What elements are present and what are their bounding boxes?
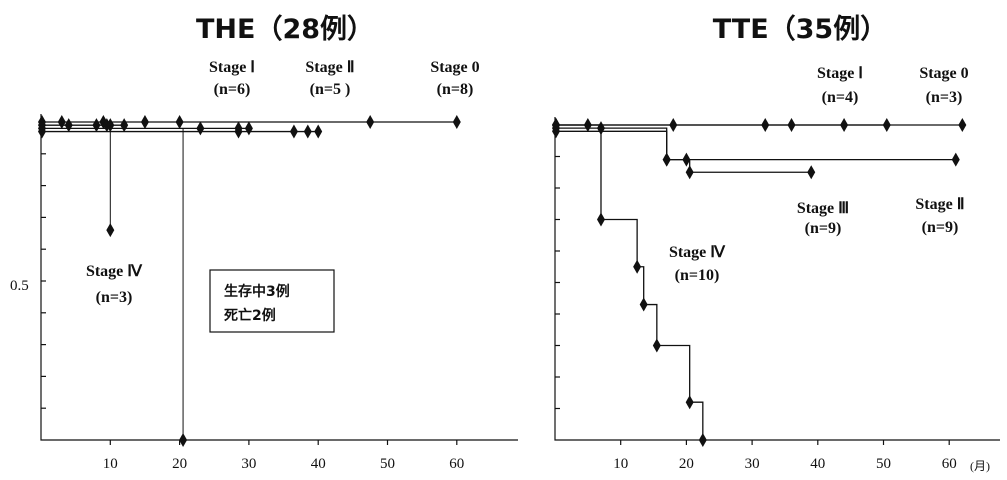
right-x-tick-label-20: 20 <box>679 456 694 472</box>
left-chart-title: THE（28例） <box>196 14 374 45</box>
left-series-1-point <box>303 124 312 139</box>
left-x-tick-label-10: 10 <box>103 456 118 472</box>
right-series-1-point <box>958 118 967 132</box>
right-series-2-line <box>555 127 812 173</box>
right-x-unit-label: (月) <box>970 459 990 473</box>
left-series-2-point <box>140 115 149 129</box>
right-series-4-point <box>639 297 648 312</box>
left-x-tick-label-40: 40 <box>311 456 326 472</box>
left-series-1-point <box>234 124 243 139</box>
right-series-3-line <box>555 130 956 161</box>
left-series-1-point <box>314 124 323 139</box>
right-series-4-point <box>698 433 707 447</box>
left-series-0-point <box>244 121 253 136</box>
left-series-1-label: Stage Ⅰ <box>209 59 255 76</box>
right-axes <box>554 117 1000 441</box>
left-series-2-label: Stage 0 <box>430 59 479 76</box>
right-series-4-point <box>596 212 605 227</box>
right-chart-title: TTE（35例） <box>713 14 887 45</box>
left-series-3-point <box>64 118 73 133</box>
right-series-2-n-label: (n=9) <box>805 220 842 237</box>
right-series-4-n-label: (n=10) <box>675 267 720 284</box>
right-series-4-point <box>685 395 694 410</box>
right-x-tick-label-60: 60 <box>942 456 957 472</box>
left-series-3-point <box>106 118 115 133</box>
right-series-1-label: Stage 0 <box>919 65 968 82</box>
left-x-tick-label-30: 30 <box>241 456 256 472</box>
right-chart: 10 20 30 40 50 60 Stage Ⅰ (n=4) Stage 0 (n=3) Stag… <box>552 65 1000 472</box>
right-series-2-label: Stage Ⅲ <box>797 200 849 217</box>
left-x-tick-label-60: 60 <box>449 456 464 472</box>
right-x-tick-label-40: 40 <box>810 456 825 472</box>
left-series-3-n-label: (n=3) <box>96 289 133 306</box>
annotation-line-2: 死亡2例 <box>223 307 276 324</box>
left-annotation-box: 生存中3例 死亡2例 <box>209 269 335 333</box>
left-series-3-origin <box>38 118 46 133</box>
left-series-1-n-label: (n=6) <box>214 81 251 98</box>
right-series-4-point <box>633 259 642 274</box>
left-series-2-point <box>366 115 375 129</box>
left-x-tick-label-50: 50 <box>380 456 395 472</box>
right-series-3-point <box>662 152 671 167</box>
right-series-3-point <box>682 152 691 167</box>
right-x-tick-label-10: 10 <box>613 456 628 472</box>
annotation-line-1: 生存中3例 <box>224 283 290 300</box>
left-series-2-point <box>452 115 461 129</box>
left-series-2-n-label: (n=8) <box>437 81 474 98</box>
left-chart: 10 20 30 40 50 60 Stage Ⅰ (n=6) Stage Ⅱ (n=5 ) Sta… <box>38 59 518 472</box>
left-series-3-point <box>120 118 129 133</box>
left-x-tick-label-20: 20 <box>172 456 187 472</box>
left-series-0-n-label: (n=5 ) <box>310 81 351 98</box>
left-series-0-label: Stage Ⅱ <box>305 59 354 76</box>
left-series-0-point <box>196 121 205 136</box>
left-y-tick-label: 0.5 <box>10 278 29 294</box>
right-x-tick-label-50: 50 <box>876 456 891 472</box>
left-event-0-end <box>106 223 115 238</box>
right-series-0-n-label: (n=4) <box>822 89 859 106</box>
right-series-3-n-label: (n=9) <box>922 219 959 236</box>
right-series-4-label: Stage Ⅳ <box>669 244 726 261</box>
left-series-3-label: Stage Ⅳ <box>86 263 143 280</box>
right-series-2-point <box>685 165 694 180</box>
right-series-0-label: Stage Ⅰ <box>817 65 863 82</box>
left-event-1-end <box>179 433 188 447</box>
right-series-1-n-label: (n=3) <box>926 89 963 106</box>
left-series-2-point <box>57 115 66 129</box>
right-series-3-point <box>951 152 960 167</box>
left-series-3-point <box>92 118 101 133</box>
right-series-3-label: Stage Ⅱ <box>915 196 964 213</box>
left-series-2-point <box>175 115 184 129</box>
right-x-tick-label-30: 30 <box>745 456 760 472</box>
right-series-4-point <box>652 338 661 353</box>
right-series-2-point <box>807 165 816 180</box>
right-series-4-origin <box>552 118 560 132</box>
left-axes <box>40 114 518 441</box>
left-series-1-point <box>289 124 298 139</box>
